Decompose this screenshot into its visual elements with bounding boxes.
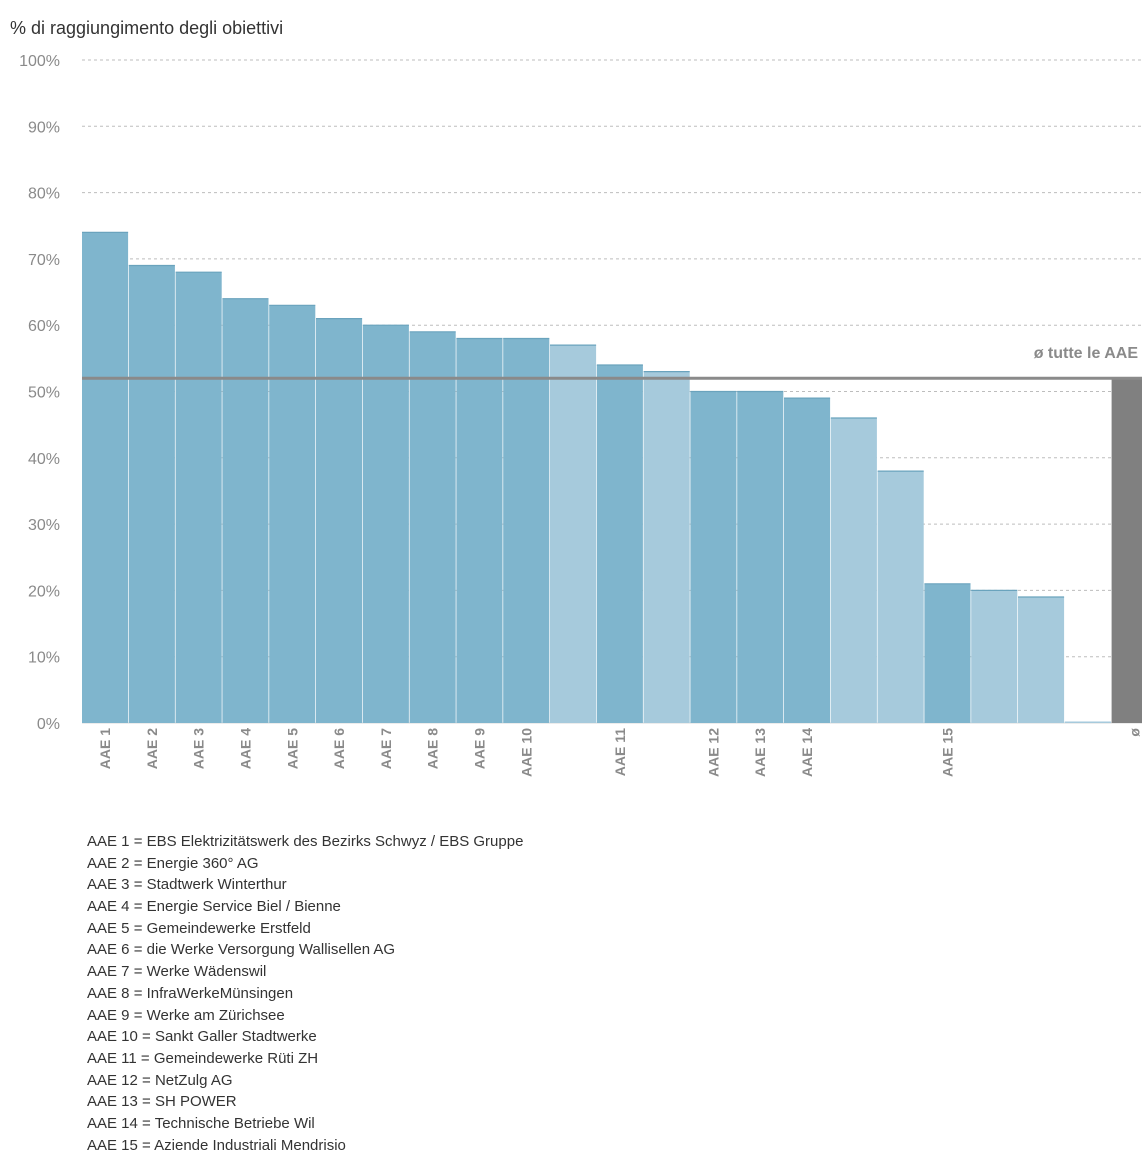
legend-entry: AAE 9 = Werke am Zürichsee bbox=[87, 1006, 285, 1024]
bar bbox=[316, 318, 363, 723]
x-tick-label: AAE 14 bbox=[799, 728, 815, 777]
x-tick-label: AAE 1 bbox=[97, 728, 113, 769]
x-tick-label: AAE 13 bbox=[752, 728, 768, 777]
x-tick-label: AAE 4 bbox=[237, 728, 253, 769]
y-tick-label: 60% bbox=[28, 318, 60, 335]
x-tick-label: AAE 5 bbox=[284, 728, 300, 769]
legend-entry: AAE 11 = Gemeindewerke Rüti ZH bbox=[87, 1049, 319, 1067]
bar bbox=[128, 265, 175, 723]
legend-entry: AAE 13 = SH POWER bbox=[87, 1093, 237, 1111]
bar bbox=[1064, 721, 1111, 723]
bar bbox=[550, 345, 597, 723]
legend-entry: AAE 15 = Aziende Industriali Mendrisio bbox=[87, 1136, 346, 1154]
legend-entry: AAE 2 = Energie 360° AG bbox=[87, 854, 259, 872]
bar bbox=[737, 391, 784, 723]
legend-entry: AAE 5 = Gemeindewerke Erstfeld bbox=[87, 919, 311, 937]
x-tick-label: AAE 9 bbox=[471, 728, 487, 769]
y-tick-label: 80% bbox=[28, 186, 60, 203]
y-tick-label: 90% bbox=[28, 119, 60, 136]
bar bbox=[362, 325, 409, 723]
legend: AAE 1 = EBS Elektrizitätswerk des Bezirk… bbox=[87, 831, 523, 1156]
bar bbox=[784, 398, 831, 723]
bar bbox=[971, 590, 1018, 723]
x-tick-label: AAE 7 bbox=[378, 728, 394, 769]
legend-entry: AAE 12 = NetZulg AG bbox=[87, 1071, 233, 1089]
x-tick-label: AAE 6 bbox=[331, 728, 347, 769]
x-tick-label: ø bbox=[1127, 728, 1142, 737]
bar bbox=[596, 365, 643, 723]
bar bbox=[175, 272, 222, 723]
average-group: ø tutte le AAE bbox=[82, 345, 1142, 380]
x-tick-label: AAE 3 bbox=[191, 728, 207, 769]
bar bbox=[830, 418, 877, 723]
bar bbox=[503, 338, 550, 723]
bar bbox=[456, 338, 503, 723]
bar bbox=[924, 583, 971, 723]
y-tick-label: 20% bbox=[28, 583, 60, 600]
legend-entry: AAE 3 = Stadtwerk Winterthur bbox=[87, 876, 287, 894]
legend-entry: AAE 10 = Sankt Galler Stadtwerke bbox=[87, 1028, 317, 1046]
bars bbox=[82, 231, 1142, 723]
y-tick-label: 0% bbox=[37, 716, 60, 733]
x-tick-label: AAE 12 bbox=[705, 728, 721, 777]
x-tick-label: AAE 11 bbox=[612, 728, 628, 776]
bar bbox=[1018, 597, 1065, 723]
y-tick-label: 50% bbox=[28, 385, 60, 402]
x-axis-ticks: AAE 1 AAE 2 AAE 3 AAE 4 AAE 5 AAE 6 AAE 7 AAE 8… bbox=[97, 728, 1142, 777]
bar bbox=[1111, 378, 1142, 723]
y-tick-label: 10% bbox=[28, 650, 60, 667]
legend-entry: AAE 7 = Werke Wädenswil bbox=[87, 963, 267, 981]
x-tick-label: AAE 8 bbox=[425, 728, 441, 769]
chart-title: % di raggiungimento degli obiettivi bbox=[10, 18, 283, 38]
bar bbox=[409, 331, 456, 723]
bar bbox=[643, 371, 690, 723]
y-tick-label: 40% bbox=[28, 451, 60, 468]
y-tick-label: 100% bbox=[19, 53, 60, 70]
legend-entry: AAE 8 = InfraWerkeMünsingen bbox=[87, 984, 294, 1002]
y-tick-label: 30% bbox=[28, 517, 60, 534]
y-tick-label: 70% bbox=[28, 252, 60, 269]
y-axis-ticks: 0% 10% 20% 30% 40% 50% 60% 70% 80% 90% 100% bbox=[19, 53, 60, 733]
x-tick-label: AAE 15 bbox=[939, 728, 955, 777]
legend-entry: AAE 6 = die Werke Versorgung Wallisellen… bbox=[87, 941, 396, 959]
average-label: ø tutte le AAE bbox=[1034, 345, 1139, 362]
bar bbox=[222, 298, 269, 723]
bar bbox=[269, 305, 316, 723]
bar bbox=[877, 471, 924, 723]
x-tick-label: AAE 2 bbox=[144, 728, 160, 769]
bar bbox=[690, 391, 737, 723]
legend-entry: AAE 14 = Technische Betriebe Wil bbox=[87, 1114, 315, 1132]
bar bbox=[82, 232, 129, 723]
bar-chart: % di raggiungimento degli obiettivi 0% 10… bbox=[10, 18, 1142, 777]
legend-entry: AAE 1 = EBS Elektrizitätswerk des Bezirk… bbox=[87, 833, 524, 850]
legend-entry: AAE 4 = Energie Service Biel / Bienne bbox=[87, 898, 341, 916]
x-tick-label: AAE 10 bbox=[518, 728, 534, 777]
